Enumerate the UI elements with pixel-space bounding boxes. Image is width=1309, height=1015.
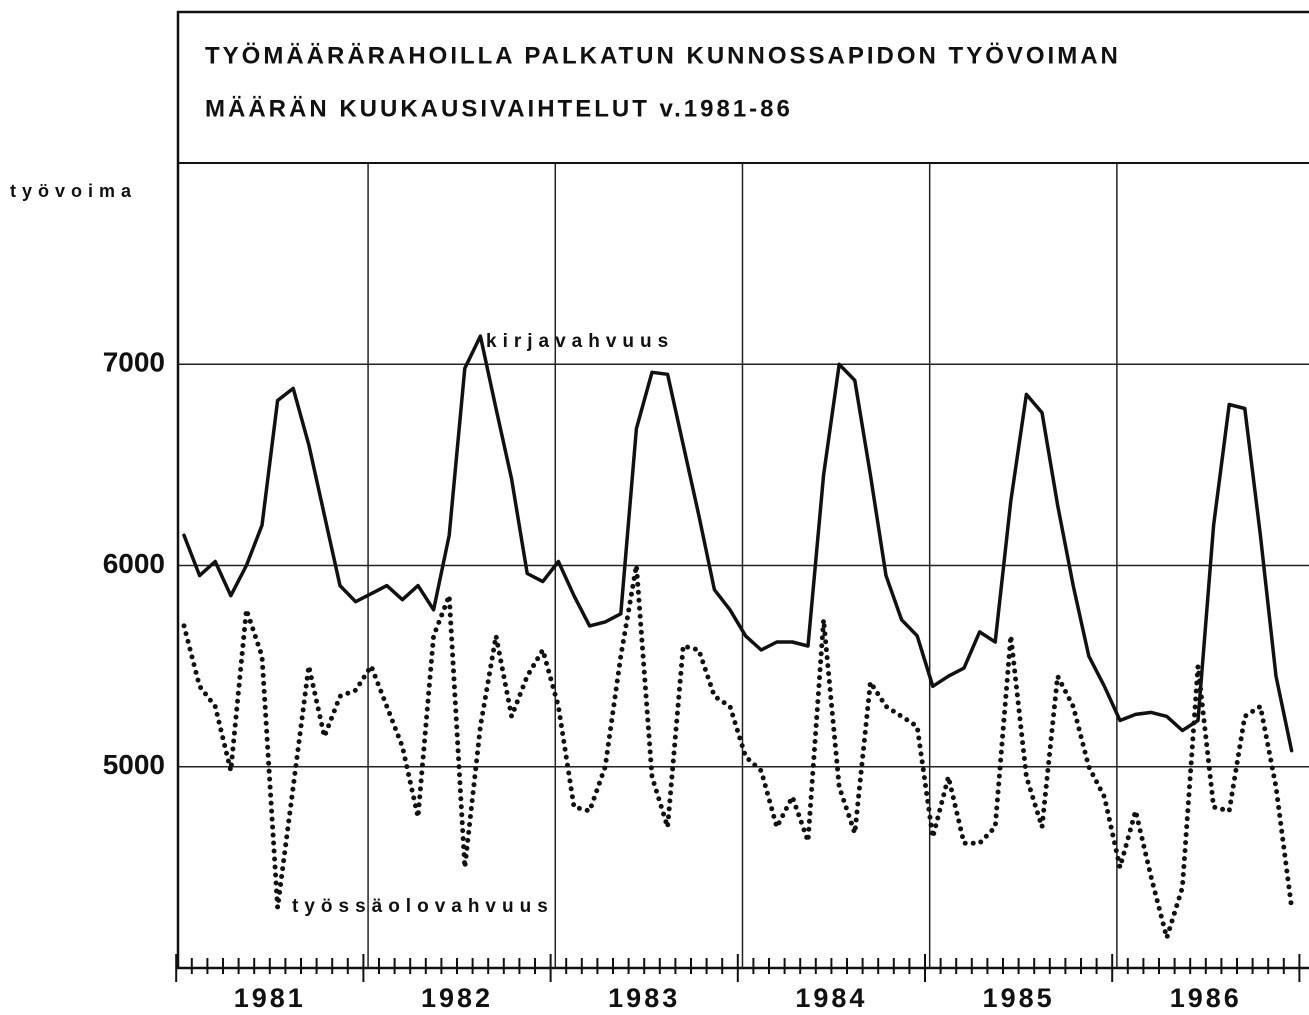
line-series — [181, 563, 1295, 941]
y-tick-label: 7000 — [103, 347, 165, 378]
x-tick-label: 1981 — [234, 983, 306, 1013]
y-tick-label: 5000 — [103, 749, 165, 780]
chart-title: TYÖMÄÄRÄRAHOILLA PALKATUN KUNNOSSAPIDON … — [205, 42, 1121, 69]
x-tick-label: 1985 — [983, 983, 1055, 1013]
line-series — [182, 334, 1294, 753]
series-annotation: työssäolovahvuus — [292, 896, 554, 917]
x-tick-label: 1986 — [1170, 983, 1242, 1013]
chart-title: MÄÄRÄN KUUKAUSIVAIHTELUT v.1981-86 — [205, 95, 793, 122]
y-tick-label: 6000 — [103, 548, 165, 579]
x-tick-label: 1984 — [795, 983, 867, 1013]
frame — [176, 10, 1309, 970]
x-tick-label: 1982 — [421, 983, 493, 1013]
y-axis-label: työvoima — [10, 181, 137, 201]
series-annotation: kirjavahvuus — [486, 331, 674, 352]
x-tick-label: 1983 — [608, 983, 680, 1013]
